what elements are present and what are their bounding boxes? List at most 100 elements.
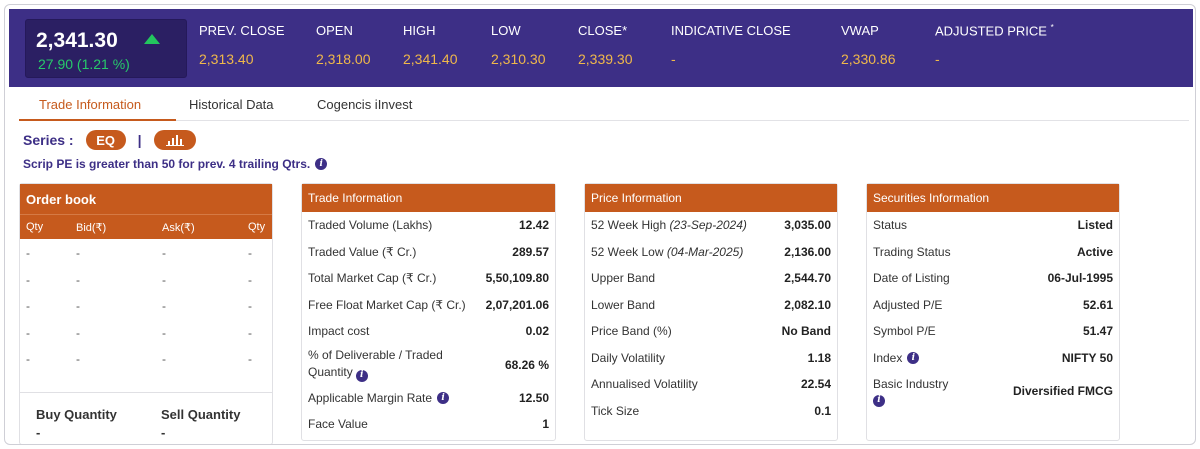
cell: - <box>26 325 30 340</box>
securities-information-title: Securities Information <box>867 184 1119 212</box>
row-value: Listed <box>1077 218 1113 233</box>
tab-trade-information[interactable]: Trade Information <box>39 97 142 112</box>
row-label: Impact cost <box>308 324 370 339</box>
row-label: Traded Value (₹ Cr.) <box>308 244 417 259</box>
buy-quantity-value: - <box>36 425 41 440</box>
cell: - <box>26 246 30 260</box>
tab-historical-data[interactable]: Historical Data <box>189 97 274 112</box>
chart-button[interactable] <box>153 130 196 150</box>
series-row: Series : EQ | <box>23 129 196 151</box>
stat-label: HIGH <box>403 23 436 38</box>
order-book-panel: Order book Qty Bid(₹) Ask(₹) Qty - - - -… <box>19 183 273 444</box>
row-value: 0.02 <box>525 324 549 339</box>
stat-value: 2,310.30 <box>491 51 546 67</box>
cell: - <box>26 299 30 313</box>
stat-value: - <box>671 51 676 67</box>
cell: - <box>76 272 80 287</box>
info-row: Applicable Margin Rate i 12.50 <box>302 385 555 412</box>
row-label: Applicable Margin Rate i <box>308 391 450 405</box>
info-row: Status Listed <box>867 212 1119 239</box>
cell: - <box>26 272 30 287</box>
sell-quantity-value: - <box>161 425 166 440</box>
info-row: Annualised Volatility 22.54 <box>585 371 837 398</box>
row-label: Adjusted P/E <box>873 297 943 312</box>
info-row: Face Value 1 <box>302 411 555 438</box>
row-label-text: 52 Week Low <box>591 244 664 259</box>
price-box: 2,341.30 27.90 (1.21 %) <box>25 19 187 78</box>
row-label: Upper Band <box>591 271 656 286</box>
cell: - <box>76 352 80 366</box>
row-label-text: Index <box>873 350 903 365</box>
info-row: Daily Volatility 1.18 <box>585 345 837 372</box>
row-label: 52 Week Low (04-Mar-2025) <box>591 245 743 259</box>
row-value: 22.54 <box>800 377 831 392</box>
row-label: Status <box>873 218 908 233</box>
pe-note: Scrip PE is greater than 50 for prev. 4 … <box>23 157 328 171</box>
price-information-panel: Price Information 52 Week High (23-Sep-2… <box>584 183 838 441</box>
info-icon[interactable]: i <box>437 391 450 404</box>
row-value: NIFTY 50 <box>1061 350 1113 365</box>
trade-information-title: Trade Information <box>302 184 555 212</box>
tab-bar: Trade Information Historical Data Cogenc… <box>19 89 1189 121</box>
stat-value: 2,313.40 <box>199 51 254 67</box>
order-book-title: Order book <box>20 184 272 214</box>
row-label: Face Value <box>308 417 368 432</box>
stat-close: CLOSE* 2,339.30 <box>578 23 633 67</box>
info-row: Impact cost 0.02 <box>302 318 555 345</box>
info-row: 52 Week High (23-Sep-2024) 3,035.00 <box>585 212 837 239</box>
info-row: Upper Band 2,544.70 <box>585 265 837 292</box>
stat-prev-close: PREV. CLOSE 2,313.40 <box>199 23 285 67</box>
series-eq-button[interactable]: EQ <box>85 130 126 150</box>
info-row: Basic Industry i Diversified FMCG <box>867 371 1119 411</box>
cell: - <box>248 272 252 287</box>
sell-quantity-label: Sell Quantity <box>161 407 241 422</box>
row-date: (23-Sep-2024) <box>669 218 747 233</box>
row-value: 3,035.00 <box>784 218 831 233</box>
stat-label: CLOSE* <box>578 23 628 38</box>
row-label: Annualised Volatility <box>591 377 698 392</box>
asterisk: * <box>1050 23 1054 32</box>
row-value: 1 <box>542 417 549 432</box>
last-price: 2,341.30 <box>36 29 118 52</box>
row-value: 68.26 % <box>504 357 549 372</box>
info-row: % of Deliverable / Traded Quantity i 68.26… <box>302 345 555 385</box>
active-tab-indicator <box>19 119 176 121</box>
row-value: Diversified FMCG <box>1012 384 1113 398</box>
cell: - <box>248 299 252 313</box>
series-label: Series : <box>23 132 74 148</box>
row-label: Total Market Cap (₹ Cr.) <box>308 271 437 286</box>
stat-high: HIGH 2,341.40 <box>403 23 458 67</box>
row-value: 0.1 <box>814 403 831 418</box>
info-row: Traded Volume (Lakhs) 12.42 <box>302 212 555 239</box>
info-icon[interactable]: i <box>907 351 920 364</box>
row-label: Free Float Market Cap (₹ Cr.) <box>308 297 466 312</box>
row-value: 51.47 <box>1082 324 1113 339</box>
stat-low: LOW 2,310.30 <box>491 23 546 67</box>
tab-cogencis-iinvest[interactable]: Cogencis iInvest <box>317 97 413 112</box>
info-row: Index i NIFTY 50 <box>867 345 1119 372</box>
stat-value: 2,341.40 <box>403 51 458 67</box>
info-icon[interactable]: i <box>355 369 368 382</box>
cell: - <box>162 325 166 340</box>
separator: | <box>137 132 142 148</box>
col-qty: Qty <box>26 221 44 233</box>
stat-label: OPEN <box>316 23 353 38</box>
info-row: Traded Value (₹ Cr.) 289.57 <box>302 239 555 266</box>
price-information-title: Price Information <box>585 184 837 212</box>
info-icon[interactable]: i <box>873 394 885 407</box>
stat-label-text: ADJUSTED PRICE <box>935 23 1047 39</box>
stat-label: ADJUSTED PRICE * <box>935 23 1054 38</box>
securities-information-panel: Securities Information Status Listed Trad… <box>866 183 1120 441</box>
info-row: Tick Size 0.1 <box>585 398 837 425</box>
row-label-text: % of Deliverable / Traded Quantity <box>308 348 443 380</box>
row-label: 52 Week High (23-Sep-2024) <box>591 218 747 232</box>
stat-indicative-close: INDICATIVE CLOSE - <box>671 23 791 67</box>
info-row: Trading Status Active <box>867 239 1119 266</box>
row-value: 2,544.70 <box>784 271 831 286</box>
cell: - <box>162 352 166 366</box>
order-book-row: - - - - <box>20 266 272 293</box>
row-label-text: Basic Industry <box>873 376 949 391</box>
stat-label: INDICATIVE CLOSE <box>671 23 791 38</box>
stat-value: 2,339.30 <box>578 51 633 67</box>
info-icon[interactable]: i <box>315 158 328 170</box>
